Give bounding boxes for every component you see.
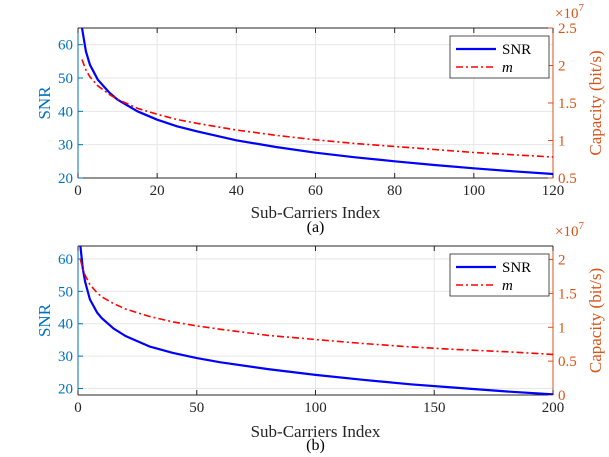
x-tick-label: 20	[150, 183, 165, 199]
legend-label-m: m	[502, 60, 513, 76]
series-line-m	[79, 259, 553, 356]
x-tick-label: 100	[463, 183, 486, 199]
y-left-tick-label: 60	[58, 38, 73, 54]
y-right-tick-label: 1.5	[558, 286, 577, 302]
series-line-snr	[79, 246, 553, 395]
x-tick-label: 150	[423, 400, 446, 416]
panel-caption: (a)	[307, 219, 325, 236]
legend: SNR m	[449, 253, 550, 297]
y-left-axis-label: SNR	[35, 86, 54, 120]
y-left-tick-label: 50	[58, 284, 73, 300]
y-left-tick-label: 40	[58, 317, 73, 333]
x-tick-label: 40	[229, 183, 244, 199]
y-left-axis-label: SNR	[35, 303, 54, 337]
y-right-tick-label: 2.5	[558, 21, 577, 37]
x-tick-label: 0	[74, 183, 82, 199]
exponent-base: ×10	[555, 224, 578, 240]
legend-label-snr: SNR	[502, 42, 531, 58]
y-left-tick-label: 50	[58, 71, 73, 87]
y-left-tick-label: 40	[58, 104, 73, 120]
x-tick-label: 80	[387, 183, 402, 199]
legend-box	[449, 35, 550, 79]
x-tick-label: 200	[542, 400, 565, 416]
y-left-tick-label: 20	[58, 382, 73, 398]
x-axis-label: Sub-Carriers Index	[251, 203, 381, 222]
series-line-m	[81, 59, 553, 158]
exponent-power: 7	[578, 2, 584, 14]
y-right-tick-label: 2	[558, 253, 566, 269]
exponent-base: ×10	[555, 6, 578, 22]
legend-label-m: m	[502, 278, 513, 294]
x-tick-label: 120	[542, 183, 565, 199]
y-left-tick-label: 30	[58, 349, 73, 365]
y-right-axis-label: Capacity (bit/s)	[586, 268, 605, 373]
y-left-tick-label: 30	[58, 138, 73, 154]
exponent-power: 7	[578, 220, 584, 232]
y-right-exponent: ×107	[555, 2, 584, 22]
y-right-tick-label: 2	[558, 59, 566, 75]
x-tick-label: 50	[189, 400, 204, 416]
y-right-axis-label: Capacity (bit/s)	[586, 50, 605, 155]
y-right-exponent: ×107	[555, 220, 584, 240]
y-right-tick-label: 0.5	[558, 171, 577, 187]
y-right-tick-label: 0.5	[558, 354, 577, 370]
y-right-tick-label: 1	[558, 134, 566, 150]
x-tick-label: 100	[304, 400, 327, 416]
panel-caption: (b)	[306, 437, 325, 454]
legend-box	[449, 253, 550, 297]
panel-a: 0 20 40 60 80 100 12020304050600.511.522.5×107…	[35, 2, 605, 236]
series-line-snr	[80, 28, 553, 176]
y-left-tick-label: 20	[58, 171, 73, 187]
panel-b: 0 50 100 150 200 20 30 40 50 60 0 0.5 1 1.5 2 ×107 Sub-C…	[35, 220, 605, 454]
x-tick-label: 0	[74, 400, 82, 416]
y-right-tick-label: 1	[558, 320, 566, 336]
x-tick-label: 60	[308, 183, 323, 199]
y-right-tick-label: 0	[558, 388, 566, 404]
x-axis-label: Sub-Carriers Index	[251, 422, 381, 441]
y-right-tick-label: 1.5	[558, 96, 577, 112]
y-left-tick-label: 60	[58, 252, 73, 268]
legend: SNR m	[449, 35, 550, 79]
legend-label-snr: SNR	[502, 260, 531, 276]
